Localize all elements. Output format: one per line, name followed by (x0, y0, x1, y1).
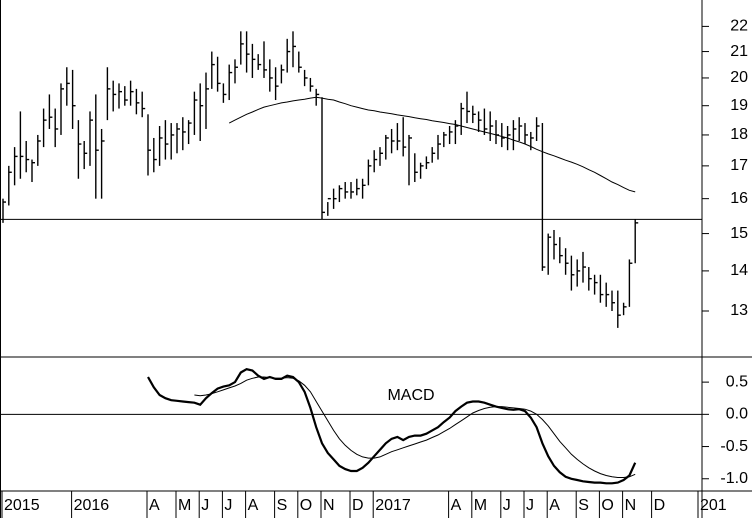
x-tick-label: A (549, 497, 560, 514)
x-tick-label: J (503, 497, 511, 514)
x-tick-label: N (625, 497, 637, 514)
x-tick-label: M (474, 497, 487, 514)
x-tick-label: O (300, 497, 312, 514)
x-tick-label: A (149, 497, 160, 514)
y-tick-label: 0.5 (726, 373, 748, 390)
signal-line (194, 376, 636, 478)
y-tick-label: 16 (730, 190, 748, 207)
x-tick-label: N (323, 497, 335, 514)
y-tick-label: 20 (730, 69, 748, 86)
x-tick-label: 2015 (4, 497, 40, 514)
y-tick-label: -0.5 (720, 438, 748, 455)
x-tick-label: J (526, 497, 534, 514)
x-tick-label: S (277, 497, 288, 514)
x-tick-label: M (178, 497, 191, 514)
macd-label: MACD (387, 387, 434, 404)
y-tick-label: 13 (730, 302, 748, 319)
y-tick-label: 18 (730, 126, 748, 143)
x-tick-label: 2017 (375, 497, 411, 514)
moving-average (228, 96, 636, 193)
y-tick-label: 19 (730, 97, 748, 114)
x-tick-label: 2016 (74, 497, 110, 514)
x-tick-label: D (352, 497, 364, 514)
x-tick-label: O (601, 497, 613, 514)
macd-line (147, 368, 637, 485)
y-tick-label: 14 (730, 262, 748, 279)
y-tick-label: -1.0 (720, 470, 748, 487)
x-tick-label: J (224, 497, 232, 514)
x-tick-label: 201 (700, 497, 727, 514)
y-tick-label: 22 (730, 18, 748, 35)
y-tick-label: 0.0 (726, 406, 748, 423)
x-tick-label: S (578, 497, 589, 514)
x-tick-label: A (451, 497, 462, 514)
x-tick-label: J (201, 497, 209, 514)
y-tick-label: 21 (730, 43, 748, 60)
y-tick-label: 17 (730, 157, 748, 174)
y-tick-label: 15 (730, 225, 748, 242)
x-tick-label: A (248, 497, 259, 514)
x-tick-label: D (654, 497, 666, 514)
